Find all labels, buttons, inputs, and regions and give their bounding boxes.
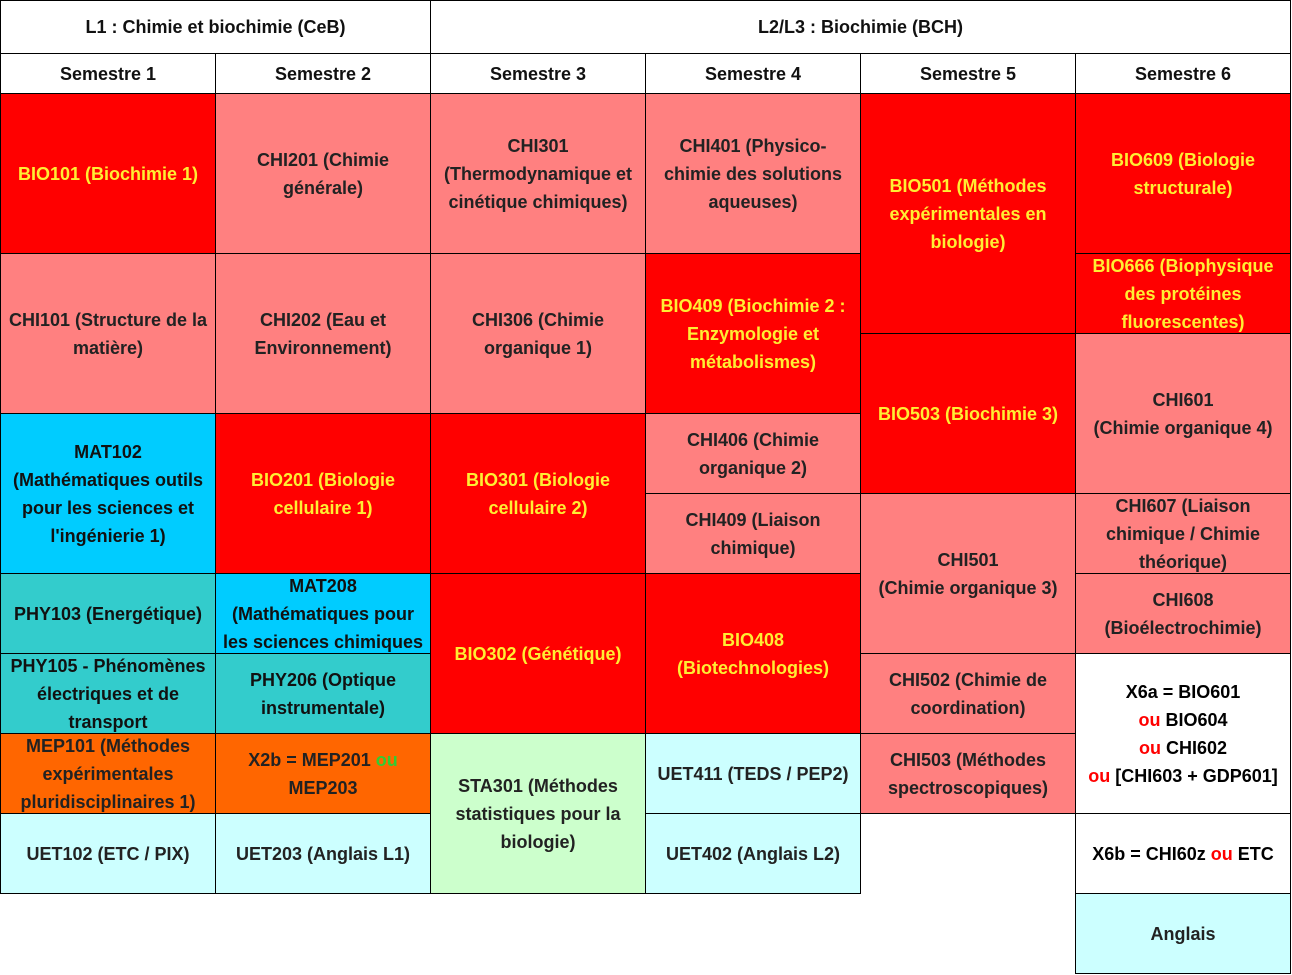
course-chi503: CHI503 (Méthodes spectroscopiques) xyxy=(860,733,1076,814)
semester-5-header: Semestre 5 xyxy=(860,53,1076,94)
semester-2-header: Semestre 2 xyxy=(215,53,431,94)
course-bio201: BIO201 (Biologie cellulaire 1) xyxy=(215,413,431,574)
course-chi409: CHI409 (Liaison chimique) xyxy=(645,493,861,574)
course-chi607: CHI607 (Liaison chimique / Chimie théori… xyxy=(1075,493,1291,574)
course-bio101: BIO101 (Biochimie 1) xyxy=(0,93,216,254)
course-bio501: BIO501 (Méthodes expérimentales en biolo… xyxy=(860,93,1076,334)
course-chi306: CHI306 (Chimie organique 1) xyxy=(430,253,646,414)
course-chi608: CHI608 (Bioélectrochimie) xyxy=(1075,573,1291,654)
semester-3-header: Semestre 3 xyxy=(430,53,646,94)
header-l2-l3: L2/L3 : Biochimie (BCH) xyxy=(430,0,1291,54)
course-uet402: UET402 (Anglais L2) xyxy=(645,813,861,894)
semester-6-header: Semestre 6 xyxy=(1075,53,1291,94)
course-phy103: PHY103 (Energétique) xyxy=(0,573,216,654)
course-bio301: BIO301 (Biologie cellulaire 2) xyxy=(430,413,646,574)
course-uet411: UET411 (TEDS / PEP2) xyxy=(645,733,861,814)
x6a-option-bio601: X6a = BIO601 xyxy=(1125,681,1241,702)
course-mat102: MAT102 (Mathématiques outils pour les sc… xyxy=(0,413,216,574)
semester-1-header: Semestre 1 xyxy=(0,53,216,94)
course-phy206: PHY206 (Optique instrumentale) xyxy=(215,653,431,734)
x2b-or-label: ou xyxy=(375,749,398,770)
course-chi406: CHI406 (Chimie organique 2) xyxy=(645,413,861,494)
course-mep101: MEP101 (Méthodes expérimentales pluridis… xyxy=(0,733,216,814)
semester-4-header: Semestre 4 xyxy=(645,53,861,94)
course-bio666: BIO666 (Biophysique des protéines fluore… xyxy=(1075,253,1291,334)
course-chi601: CHI601 (Chimie organique 4) xyxy=(1075,333,1291,494)
x6b-option-etc: ETC xyxy=(1232,843,1274,864)
x6a-or-label: ou xyxy=(1138,737,1161,758)
course-bio503: BIO503 (Biochimie 3) xyxy=(860,333,1076,494)
course-uet102: UET102 (ETC / PIX) xyxy=(0,813,216,894)
course-chi301: CHI301 (Thermodynamique et cinétique chi… xyxy=(430,93,646,254)
course-chi201: CHI201 (Chimie générale) xyxy=(215,93,431,254)
course-x2b: X2b = MEP201 ou MEP203 xyxy=(215,733,431,814)
course-uet203: UET203 (Anglais L1) xyxy=(215,813,431,894)
course-x6a: X6a = BIO601 ou BIO604 ou CHI602 ou [CHI… xyxy=(1075,653,1291,814)
x6a-or-label: ou xyxy=(1138,709,1161,730)
x2b-option-mep201: X2b = MEP201 xyxy=(248,749,376,770)
x6a-option-chi602: CHI602 xyxy=(1160,737,1228,758)
course-bio609: BIO609 (Biologie structurale) xyxy=(1075,93,1291,254)
x6b-or-label: ou xyxy=(1210,843,1233,864)
course-anglais: Anglais xyxy=(1075,893,1291,974)
course-bio408: BIO408 (Biotechnologies) xyxy=(645,573,861,734)
x2b-option-mep203: MEP203 xyxy=(288,777,358,798)
course-chi101: CHI101 (Structure de la matière) xyxy=(0,253,216,414)
course-bio409: BIO409 (Biochimie 2 : Enzymologie et mét… xyxy=(645,253,861,414)
x6a-option-bio604: BIO604 xyxy=(1160,709,1228,730)
course-chi401: CHI401 (Physico- chimie des solutions aq… xyxy=(645,93,861,254)
course-chi501: CHI501 (Chimie organique 3) xyxy=(860,493,1076,654)
x6a-or-label: ou xyxy=(1088,765,1111,786)
course-sta301: STA301 (Méthodes statistiques pour la bi… xyxy=(430,733,646,894)
course-bio302: BIO302 (Génétique) xyxy=(430,573,646,734)
header-l1: L1 : Chimie et biochimie (CeB) xyxy=(0,0,431,54)
course-phy105: PHY105 - Phénomènes électriques et de tr… xyxy=(0,653,216,734)
course-mat208: MAT208 (Mathématiques pour les sciences … xyxy=(215,573,431,654)
course-x6b: X6b = CHI60z ou ETC xyxy=(1075,813,1291,894)
course-chi202: CHI202 (Eau et Environnement) xyxy=(215,253,431,414)
course-chi502: CHI502 (Chimie de coordination) xyxy=(860,653,1076,734)
x6a-option-chi603-gdp601: [CHI603 + GDP601] xyxy=(1110,765,1278,786)
x6b-option-chi60z: X6b = CHI60z xyxy=(1092,843,1211,864)
